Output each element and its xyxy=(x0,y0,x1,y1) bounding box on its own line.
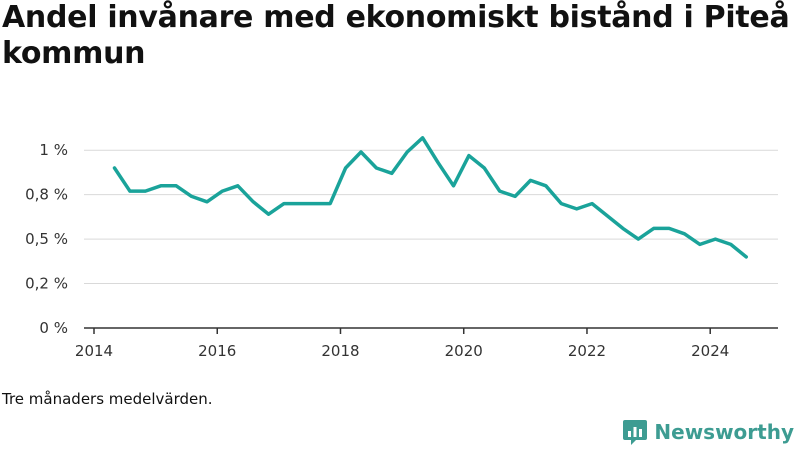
y-tick-label: 0,8 % xyxy=(25,186,68,204)
footnote: Tre månaders medelvärden. xyxy=(2,390,213,408)
y-tick-label: 0 % xyxy=(39,319,68,337)
x-tick-label: 2020 xyxy=(445,342,483,360)
x-tick-label: 2014 xyxy=(75,342,113,360)
y-axis-tick-labels: 0 % 0,2 % 0,5 % 0,8 % 1 % xyxy=(25,141,68,337)
newsworthy-logo-icon xyxy=(623,420,648,445)
chart-title: Andel invånare med ekonomiskt bistånd i … xyxy=(2,0,790,71)
x-tick-label: 2018 xyxy=(321,342,359,360)
newsworthy-brand[interactable]: Newsworthy xyxy=(622,418,794,446)
x-tick-label: 2022 xyxy=(568,342,606,360)
y-tick-label: 0,2 % xyxy=(25,275,68,293)
y-tick-label: 0,5 % xyxy=(25,230,68,248)
brand-name: Newsworthy xyxy=(654,420,794,444)
x-tick-label: 2016 xyxy=(198,342,236,360)
y-tick-label: 1 % xyxy=(39,141,68,159)
x-axis: 2014 2016 2018 2020 2022 2024 xyxy=(75,327,778,360)
x-tick-label: 2024 xyxy=(691,342,729,360)
series-line xyxy=(112,136,748,259)
series-line-group xyxy=(112,136,748,259)
grid-lines xyxy=(84,149,778,285)
